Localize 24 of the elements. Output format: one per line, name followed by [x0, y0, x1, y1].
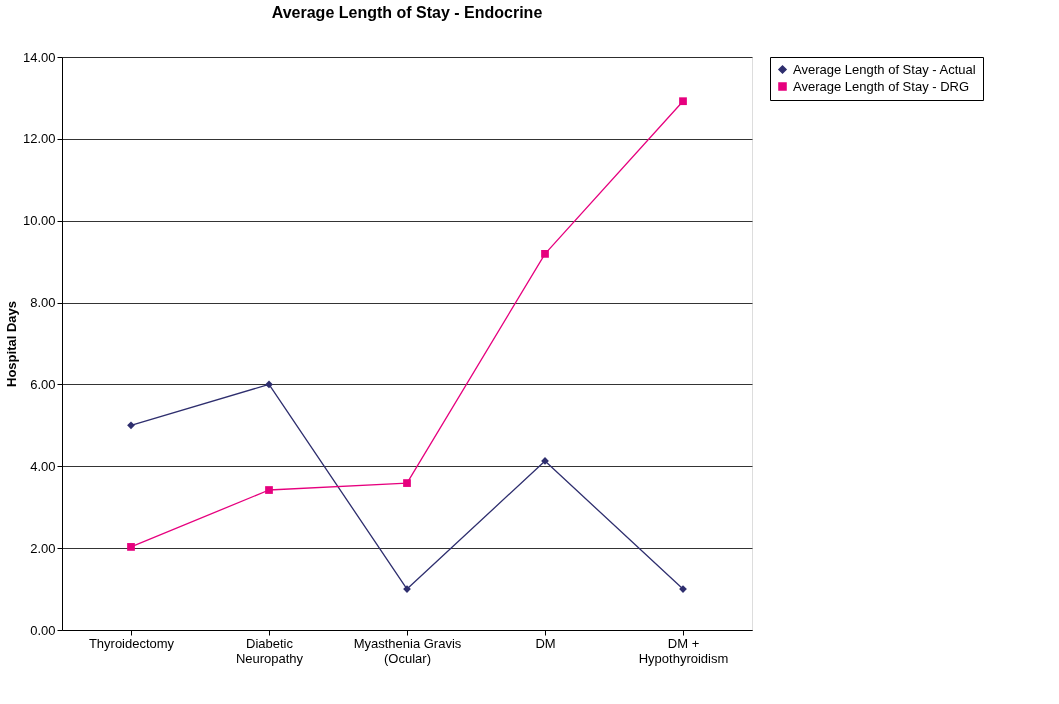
- y-axis-title: Hospital Days: [3, 301, 19, 387]
- x-tick-label: DM: [535, 635, 556, 651]
- y-tick-label: 0.00: [30, 622, 56, 638]
- chart-title: Average Length of Stay - Endocrine: [271, 4, 543, 21]
- y-tick-label: 4.00: [30, 458, 56, 474]
- point: [541, 249, 549, 258]
- x-tick-label: Thyroidectomy: [88, 635, 175, 651]
- y-tick-label: 6.00: [30, 376, 56, 392]
- point: [127, 543, 135, 551]
- point: [679, 97, 687, 106]
- y-tick-label: 12.00: [22, 131, 56, 147]
- x-tick-label: Diabetic Neuropathy: [235, 635, 304, 666]
- y-tick-label: 8.00: [30, 295, 56, 311]
- point: [403, 479, 411, 487]
- x-tick-label: DM + Hypothyroidism: [638, 635, 729, 666]
- point: [127, 421, 135, 430]
- point: [265, 380, 273, 389]
- legend-label: Average Length of Stay - Actual: [793, 61, 976, 77]
- y-tick-label: 2.00: [30, 540, 56, 556]
- y-tick-label: 10.00: [22, 213, 56, 229]
- legend-label: Average Length of Stay - DRG: [793, 78, 970, 94]
- y-tick-label: 14.00: [22, 49, 56, 65]
- point: [265, 486, 273, 494]
- x-tick-label: Myasthenia Gravis (Ocular): [353, 635, 462, 666]
